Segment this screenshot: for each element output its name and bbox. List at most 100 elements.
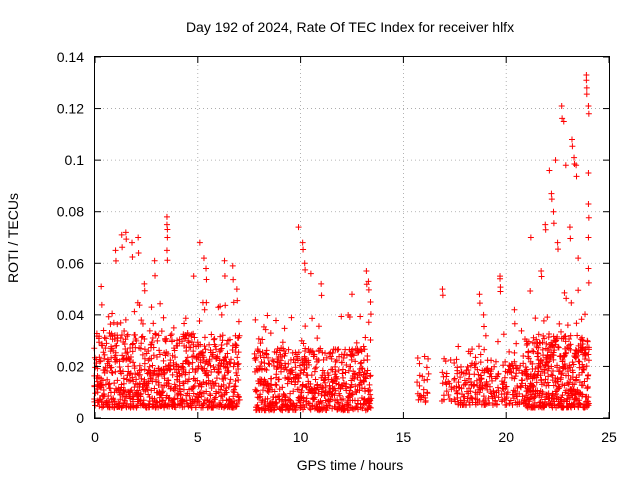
data-point <box>357 360 364 367</box>
data-point <box>273 349 280 356</box>
data-point <box>163 213 170 220</box>
data-point <box>148 304 155 311</box>
data-point <box>554 239 561 246</box>
data-point <box>219 332 226 339</box>
data-point <box>278 362 285 369</box>
y-tick-label: 0.06 <box>57 255 84 271</box>
data-point <box>281 392 288 399</box>
data-point <box>454 367 461 374</box>
data-point <box>478 376 485 383</box>
data-point <box>300 340 307 347</box>
data-point <box>534 349 541 356</box>
data-point <box>129 253 136 260</box>
data-point <box>457 363 464 370</box>
data-point <box>129 374 136 381</box>
data-point <box>235 397 242 404</box>
x-tick-label: 20 <box>498 429 514 445</box>
data-point <box>131 384 138 391</box>
data-point <box>169 338 176 345</box>
data-point <box>439 380 446 387</box>
data-point <box>253 387 260 394</box>
data-point <box>442 379 449 386</box>
data-point <box>228 356 235 363</box>
data-point <box>525 401 532 408</box>
data-point <box>566 224 573 231</box>
data-point <box>119 352 126 359</box>
data-point <box>340 374 347 381</box>
data-point <box>182 315 189 322</box>
data-point <box>484 367 491 374</box>
data-point <box>102 335 109 342</box>
data-point <box>200 354 207 361</box>
data-point <box>584 338 591 345</box>
data-point <box>442 358 449 365</box>
data-point <box>145 357 152 364</box>
y-tick-label: 0.1 <box>65 152 85 168</box>
data-point <box>148 387 155 394</box>
data-point <box>112 257 119 264</box>
data-point <box>190 273 197 280</box>
data-point <box>110 396 117 403</box>
data-point <box>585 234 592 241</box>
data-point <box>353 339 360 346</box>
data-point <box>135 249 142 256</box>
data-point <box>171 347 178 354</box>
data-point <box>112 247 119 254</box>
data-point <box>351 375 358 382</box>
data-point <box>568 136 575 143</box>
data-point <box>538 273 545 280</box>
data-point <box>273 382 280 389</box>
data-point <box>585 279 592 286</box>
data-point <box>305 361 312 368</box>
data-point <box>480 323 487 330</box>
data-point <box>170 396 177 403</box>
data-point <box>168 331 175 338</box>
data-point <box>578 316 585 323</box>
data-point <box>579 365 586 372</box>
data-point <box>226 380 233 387</box>
data-point <box>529 347 536 354</box>
data-point <box>341 351 348 358</box>
data-point <box>118 331 125 338</box>
data-point <box>107 321 114 328</box>
data-point <box>127 370 134 377</box>
data-point <box>176 372 183 379</box>
data-point <box>487 370 494 377</box>
data-point <box>532 365 539 372</box>
data-point <box>338 383 345 390</box>
data-point <box>159 389 166 396</box>
data-point <box>318 280 325 287</box>
data-point <box>108 354 115 361</box>
data-point <box>109 310 116 317</box>
data-point <box>367 298 374 305</box>
data-point <box>224 350 231 357</box>
data-point <box>357 313 364 320</box>
data-point <box>163 221 170 228</box>
data-point <box>480 393 487 400</box>
data-point <box>200 378 207 385</box>
data-point <box>153 354 160 361</box>
data-point <box>105 392 112 399</box>
data-point <box>290 356 297 363</box>
data-point <box>129 341 136 348</box>
data-point <box>481 346 488 353</box>
data-point <box>323 354 330 361</box>
data-point <box>472 354 479 361</box>
data-point <box>467 350 474 357</box>
data-point <box>98 283 105 290</box>
data-point <box>585 170 592 177</box>
data-point <box>538 394 545 401</box>
data-point <box>507 397 514 404</box>
data-point <box>206 390 213 397</box>
data-point <box>179 338 186 345</box>
data-point <box>359 405 366 412</box>
data-point <box>301 260 308 267</box>
data-point <box>585 214 592 221</box>
data-point <box>343 361 350 368</box>
data-point <box>259 387 266 394</box>
data-point <box>360 343 367 350</box>
data-point <box>576 400 583 407</box>
data-point <box>217 333 224 340</box>
data-point <box>224 369 231 376</box>
data-point <box>525 353 532 360</box>
